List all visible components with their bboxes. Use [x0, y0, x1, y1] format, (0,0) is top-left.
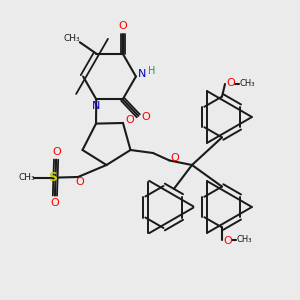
Text: S: S [49, 171, 58, 184]
Text: CH₃: CH₃ [239, 80, 255, 88]
Text: CH₃: CH₃ [64, 34, 81, 43]
Text: O: O [125, 115, 134, 125]
Text: O: O [141, 112, 150, 122]
Text: H: H [148, 66, 155, 76]
Text: O: O [118, 21, 127, 31]
Text: CH₃: CH₃ [18, 173, 35, 182]
Text: N: N [92, 101, 100, 111]
Text: N: N [138, 69, 147, 79]
Text: O: O [226, 78, 236, 88]
Text: O: O [170, 153, 179, 163]
Text: O: O [50, 198, 59, 208]
Text: O: O [224, 236, 232, 246]
Text: CH₃: CH₃ [236, 236, 252, 244]
Text: O: O [75, 177, 84, 188]
Text: O: O [52, 147, 61, 157]
